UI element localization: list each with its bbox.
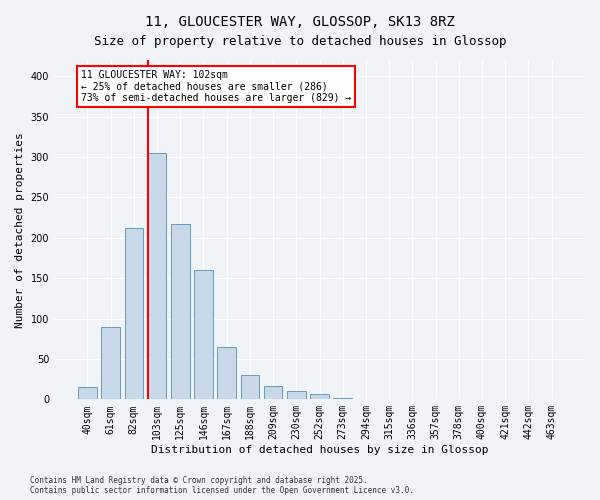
Text: Size of property relative to detached houses in Glossop: Size of property relative to detached ho… xyxy=(94,35,506,48)
Bar xyxy=(171,224,190,400)
Bar xyxy=(194,270,213,400)
Text: 11, GLOUCESTER WAY, GLOSSOP, SK13 8RZ: 11, GLOUCESTER WAY, GLOSSOP, SK13 8RZ xyxy=(145,15,455,29)
Bar xyxy=(264,386,283,400)
X-axis label: Distribution of detached houses by size in Glossop: Distribution of detached houses by size … xyxy=(151,445,488,455)
Bar xyxy=(356,398,375,400)
Bar xyxy=(125,228,143,400)
Y-axis label: Number of detached properties: Number of detached properties xyxy=(15,132,25,328)
Bar xyxy=(78,387,97,400)
Bar xyxy=(287,392,305,400)
Text: Contains HM Land Registry data © Crown copyright and database right 2025.
Contai: Contains HM Land Registry data © Crown c… xyxy=(30,476,414,495)
Bar xyxy=(380,398,398,400)
Bar xyxy=(148,153,166,400)
Bar xyxy=(241,375,259,400)
Bar xyxy=(334,398,352,400)
Text: 11 GLOUCESTER WAY: 102sqm
← 25% of detached houses are smaller (286)
73% of semi: 11 GLOUCESTER WAY: 102sqm ← 25% of detac… xyxy=(80,70,351,102)
Bar xyxy=(101,326,120,400)
Bar xyxy=(310,394,329,400)
Bar xyxy=(217,347,236,400)
